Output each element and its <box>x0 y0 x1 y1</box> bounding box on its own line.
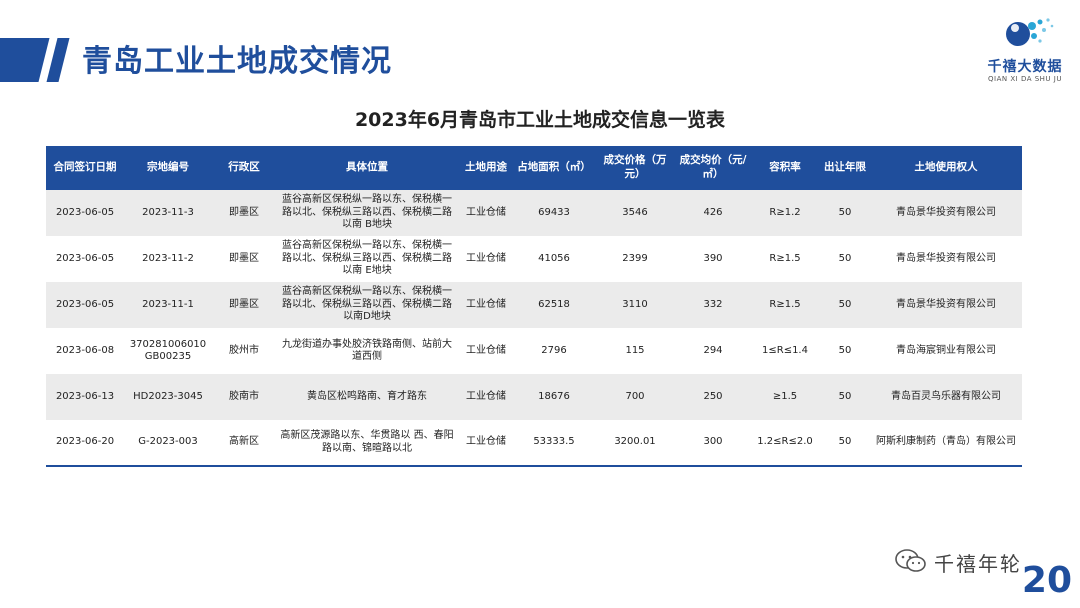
table-cell: 青岛景华投资有限公司 <box>870 282 1022 328</box>
table-row: 2023-06-05 2023-11-1 即墨区 蓝谷高新区保税纵一路以东、保税… <box>46 282 1022 328</box>
page-number: 20 <box>1021 560 1072 601</box>
table-cell: 426 <box>676 190 750 236</box>
table-cell: 2023-11-1 <box>124 282 212 328</box>
table-cell: 50 <box>820 374 870 420</box>
table-cell: 3200.01 <box>594 420 676 467</box>
brand-logo: 千禧大数据 QIAN XI DA SHU JU <box>980 14 1070 84</box>
table-cell: ≥1.5 <box>750 374 820 420</box>
table-cell: 青岛百灵鸟乐器有限公司 <box>870 374 1022 420</box>
table-cell: 41056 <box>514 236 594 282</box>
table-cell: 300 <box>676 420 750 467</box>
table-cell: HD2023-3045 <box>124 374 212 420</box>
table-cell: R≥1.5 <box>750 282 820 328</box>
table-cell: 青岛景华投资有限公司 <box>870 236 1022 282</box>
table-cell: 工业仓储 <box>458 328 514 374</box>
land-transactions-table: 合同签订日期 宗地编号 行政区 具体位置 土地用途 占地面积（㎡） 成交价格（万… <box>46 146 1022 467</box>
table-cell: 2796 <box>514 328 594 374</box>
table-cell: 3546 <box>594 190 676 236</box>
column-header: 宗地编号 <box>124 146 212 190</box>
table-cell: R≥1.2 <box>750 190 820 236</box>
table-cell: 390 <box>676 236 750 282</box>
column-header: 容积率 <box>750 146 820 190</box>
table-cell: 2023-06-05 <box>46 282 124 328</box>
table-cell: 青岛景华投资有限公司 <box>870 190 1022 236</box>
table-cell: 50 <box>820 420 870 467</box>
table-cell: 工业仓储 <box>458 282 514 328</box>
column-header: 合同签订日期 <box>46 146 124 190</box>
column-header: 占地面积（㎡） <box>514 146 594 190</box>
table-cell: 阿斯利康制药（青岛）有限公司 <box>870 420 1022 467</box>
table-cell: 九龙街道办事处胶济铁路南侧、站前大道西侧 <box>276 328 458 374</box>
table-cell: 332 <box>676 282 750 328</box>
table-cell: 青岛海宸铜业有限公司 <box>870 328 1022 374</box>
table-cell: 工业仓储 <box>458 236 514 282</box>
table-cell: 250 <box>676 374 750 420</box>
table-cell: G-2023-003 <box>124 420 212 467</box>
table-cell: 蓝谷高新区保税纵一路以东、保税横一路以北、保税纵三路以西、保税横二路以南D地块 <box>276 282 458 328</box>
table-cell: 蓝谷高新区保税纵一路以东、保税横一路以北、保税纵三路以西、保税横二路以南 E地块 <box>276 236 458 282</box>
table-cell: 370281006010GB00235 <box>124 328 212 374</box>
table-cell: 50 <box>820 328 870 374</box>
table-cell: 2023-06-05 <box>46 190 124 236</box>
table-cell: 2023-06-13 <box>46 374 124 420</box>
table-title: 2023年6月青岛市工业土地成交信息一览表 <box>354 109 726 131</box>
table-cell: 胶南市 <box>212 374 276 420</box>
table-cell: 工业仓储 <box>458 374 514 420</box>
table-cell: 50 <box>820 282 870 328</box>
column-header: 成交价格（万元） <box>594 146 676 190</box>
table-cell: 18676 <box>514 374 594 420</box>
logo-dots-icon <box>1006 18 1054 46</box>
table-cell: 2023-11-3 <box>124 190 212 236</box>
table-cell: 工业仓储 <box>458 190 514 236</box>
table-cell: 高新区茂源路以东、华贯路以 西、春阳路以南、锦暄路以北 <box>276 420 458 467</box>
table-row: 2023-06-13 HD2023-3045 胶南市 黄岛区松鸣路南、育才路东 … <box>46 374 1022 420</box>
column-header: 成交均价（元/㎡） <box>676 146 750 190</box>
table-cell: 即墨区 <box>212 236 276 282</box>
table-cell: 胶州市 <box>212 328 276 374</box>
table-cell: 700 <box>594 374 676 420</box>
column-header: 行政区 <box>212 146 276 190</box>
table-cell: 294 <box>676 328 750 374</box>
logo-name: 千禧大数据 <box>987 59 1063 75</box>
table-cell: 2023-06-05 <box>46 236 124 282</box>
table-cell: 蓝谷高新区保税纵一路以东、保税横一路以北、保税纵三路以西、保税横二路以南 B地块 <box>276 190 458 236</box>
table-row: 2023-06-08 370281006010GB00235 胶州市 九龙街道办… <box>46 328 1022 374</box>
table-cell: 2023-11-2 <box>124 236 212 282</box>
table-cell: 2399 <box>594 236 676 282</box>
table-row: 2023-06-20 G-2023-003 高新区 高新区茂源路以东、华贯路以 … <box>46 420 1022 467</box>
wechat-icon <box>895 549 926 572</box>
table-cell: 53333.5 <box>514 420 594 467</box>
column-header: 土地使用权人 <box>870 146 1022 190</box>
table-row: 2023-06-05 2023-11-3 即墨区 蓝谷高新区保税纵一路以东、保税… <box>46 190 1022 236</box>
table-cell: 2023-06-20 <box>46 420 124 467</box>
logo-pinyin: QIAN XI DA SHU JU <box>988 75 1062 83</box>
table-cell: 50 <box>820 236 870 282</box>
column-header: 出让年限 <box>820 146 870 190</box>
table-cell: 即墨区 <box>212 190 276 236</box>
column-header: 具体位置 <box>276 146 458 190</box>
header-accent-bar <box>0 38 50 82</box>
table-cell: 50 <box>820 190 870 236</box>
table-cell: 高新区 <box>212 420 276 467</box>
table-cell: 黄岛区松鸣路南、育才路东 <box>276 374 458 420</box>
table-cell: 115 <box>594 328 676 374</box>
table-cell: 工业仓储 <box>458 420 514 467</box>
table-cell: R≥1.5 <box>750 236 820 282</box>
table-cell: 3110 <box>594 282 676 328</box>
table-row: 2023-06-05 2023-11-2 即墨区 蓝谷高新区保税纵一路以东、保税… <box>46 236 1022 282</box>
column-header: 土地用途 <box>458 146 514 190</box>
header-accent-stripe <box>46 38 70 82</box>
watermark-text: 千禧年轮 <box>934 552 1022 576</box>
table-cell: 2023-06-08 <box>46 328 124 374</box>
page-title: 青岛工业土地成交情况 <box>82 44 392 79</box>
table-header-row: 合同签订日期 宗地编号 行政区 具体位置 土地用途 占地面积（㎡） 成交价格（万… <box>46 146 1022 190</box>
table-cell: 62518 <box>514 282 594 328</box>
table-cell: 1.2≤R≤2.0 <box>750 420 820 467</box>
table-cell: 即墨区 <box>212 282 276 328</box>
table-cell: 1≤R≤1.4 <box>750 328 820 374</box>
table-cell: 69433 <box>514 190 594 236</box>
